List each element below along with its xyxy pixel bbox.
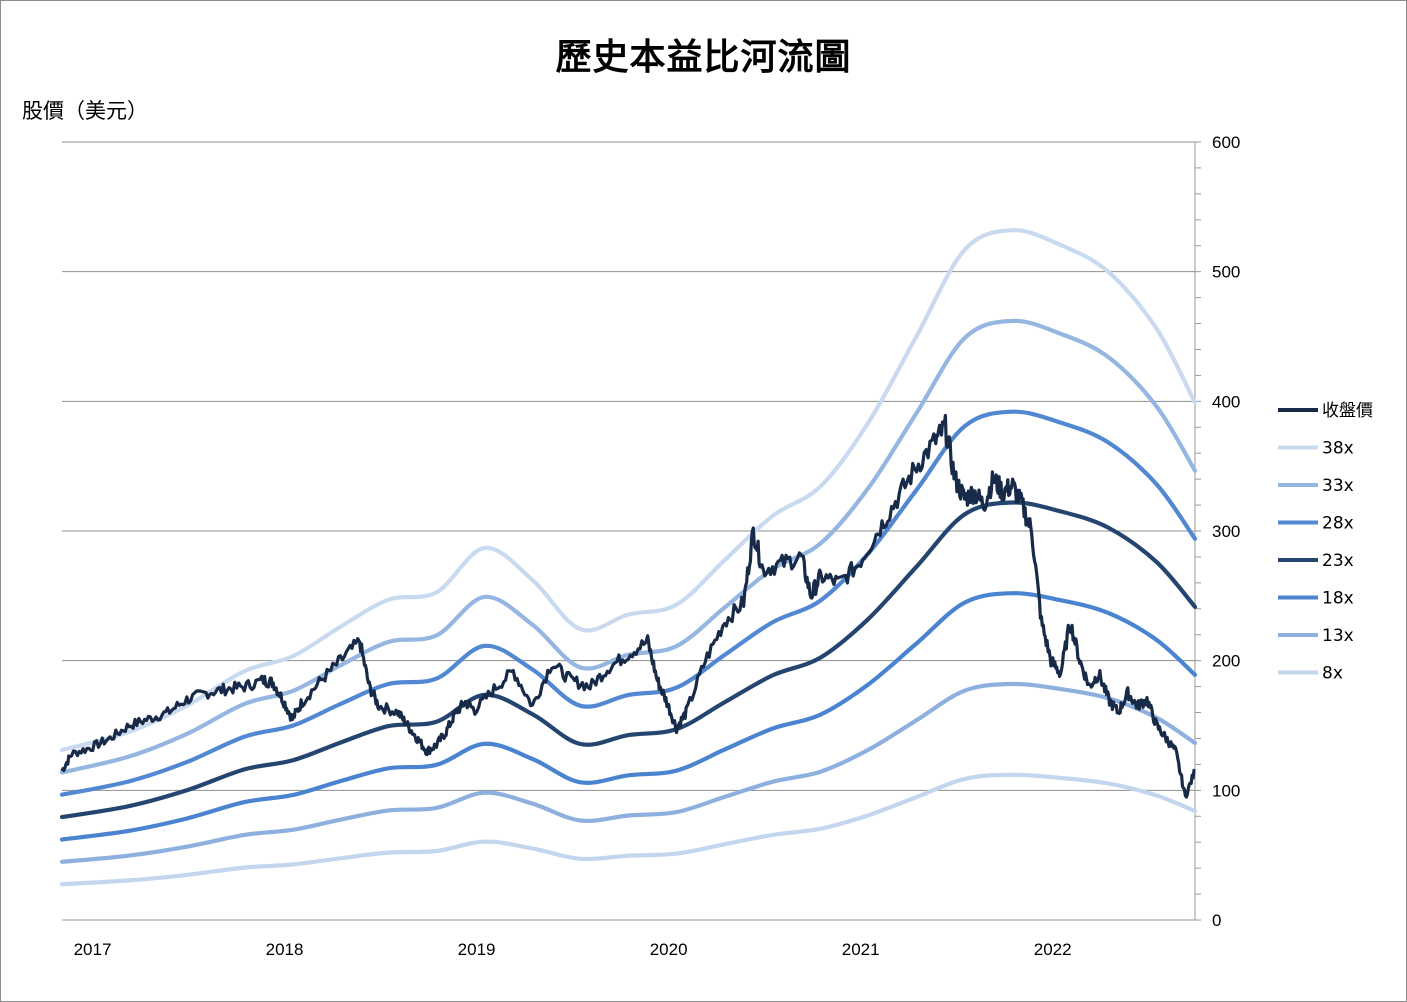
- legend-label-收盤價: 收盤價: [1322, 401, 1373, 421]
- series-line-38x: [59, 228, 1198, 753]
- legend-label-18x: 18x: [1322, 589, 1354, 609]
- legend-label-28x: 28x: [1322, 514, 1354, 534]
- y-tick-label-500: 500: [1212, 263, 1240, 282]
- y-tick-label-400: 400: [1212, 392, 1240, 411]
- legend-label-33x: 33x: [1322, 476, 1354, 496]
- y-tick-label-100: 100: [1212, 781, 1240, 800]
- y-tick-label-0: 0: [1212, 911, 1221, 930]
- x-tick-label-2018: 2018: [266, 940, 304, 959]
- series-line-18x: [59, 591, 1198, 842]
- x-tick-label-2019: 2019: [458, 940, 496, 959]
- series-line-8x: [59, 772, 1198, 887]
- y-tick-label-600: 600: [1212, 133, 1240, 152]
- legend-label-23x: 23x: [1322, 551, 1354, 571]
- x-tick-label-2022: 2022: [1034, 940, 1072, 959]
- series-line-收盤價: [60, 413, 1196, 799]
- x-tick-label-2017: 2017: [74, 940, 112, 959]
- series-line-33x: [59, 318, 1198, 775]
- series-line-23x: [59, 500, 1198, 820]
- series-line-13x: [59, 681, 1198, 864]
- y-tick-label-300: 300: [1212, 522, 1240, 541]
- y-tick-label-200: 200: [1212, 652, 1240, 671]
- legend-label-8x: 8x: [1322, 664, 1343, 684]
- y-axis-label: 股價（美元）: [22, 99, 148, 123]
- x-tick-label-2020: 2020: [650, 940, 688, 959]
- x-tick-label-2021: 2021: [842, 940, 880, 959]
- legend-label-13x: 13x: [1322, 626, 1354, 646]
- series-line-28x: [59, 409, 1198, 797]
- legend-label-38x: 38x: [1322, 439, 1354, 459]
- chart-title: 歷史本益比河流圖: [555, 37, 852, 78]
